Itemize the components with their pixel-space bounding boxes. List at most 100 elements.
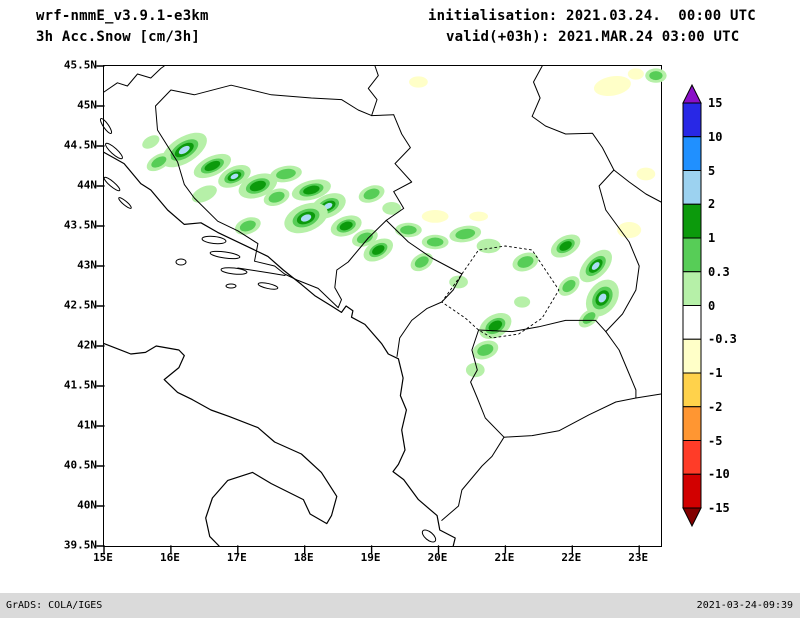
- init-time-label: initialisation: 2021.03.24. 00:00 UTC: [428, 8, 756, 24]
- snow-patch: [249, 180, 266, 192]
- snow-patch: [421, 210, 449, 223]
- snow-patch: [465, 362, 485, 378]
- balkans-map: [96, 65, 667, 554]
- snow-patch: [230, 173, 239, 180]
- snow-patch: [514, 296, 531, 308]
- border-croatia-serbia-danube: [367, 65, 379, 117]
- axis-tick-marks: [96, 65, 640, 554]
- border-macedonia-albania: [470, 329, 505, 438]
- colorbar-label: -2: [708, 399, 723, 414]
- snow-patch: [598, 293, 607, 303]
- lat-tick-label: 43N: [77, 258, 97, 272]
- map-plot-area: [96, 65, 667, 554]
- colorbar-label: 0.3: [708, 264, 730, 279]
- snow-patch: [477, 344, 494, 356]
- colorbar-segment: [682, 305, 702, 340]
- colorbar-label: -10: [708, 467, 730, 482]
- snow-patch: [300, 214, 312, 222]
- lat-tick-label: 41N: [77, 418, 97, 432]
- colorbar-label: 0: [708, 298, 716, 313]
- lat-tick-label: 42.5N: [63, 298, 97, 312]
- colorbar-segment: [682, 406, 702, 441]
- lat-tick-label: 45N: [77, 98, 97, 112]
- snow-accumulation-layer: [142, 68, 667, 378]
- border-kosovo: [441, 245, 560, 339]
- product-title: 3h Acc.Snow [cm/3h]: [36, 29, 200, 45]
- valid-time-label: valid(+03h): 2021.MAR.24 03:00 UTC: [446, 29, 740, 45]
- colorbar-segment: [682, 237, 702, 273]
- snow-patch: [469, 211, 489, 222]
- snow-patch: [455, 228, 476, 240]
- snow-patch: [488, 320, 503, 332]
- colorbar-segment: [682, 338, 702, 374]
- colorbar-end-cap: [682, 83, 702, 104]
- lon-tick-label: 17E: [226, 551, 247, 564]
- colorbar-segment: [682, 136, 702, 171]
- lat-tick-label: 44N: [77, 178, 97, 192]
- lon-tick-label: 20E: [427, 551, 448, 564]
- border-slovenia-croatia: [103, 65, 165, 93]
- snow-patch: [191, 185, 217, 203]
- colorbar-segment: [682, 203, 702, 239]
- lat-tick-label: 45.5N: [63, 58, 97, 72]
- snow-patch: [562, 279, 576, 293]
- snow-patch: [178, 145, 190, 155]
- coastline-italy: [103, 343, 338, 547]
- border-greece-macedonia: [503, 393, 662, 438]
- snow-patch: [414, 256, 429, 268]
- border-serbia-romania-danube: [531, 65, 615, 171]
- snow-patch: [339, 221, 353, 231]
- snow-patch: [372, 245, 385, 255]
- colorbar-label: -0.3: [708, 332, 737, 347]
- snow-patch: [559, 241, 572, 251]
- lat-tick-label: 39.5N: [63, 538, 97, 552]
- snow-patch: [363, 188, 380, 200]
- colorbar-segment: [682, 372, 702, 408]
- border-bosnia-serbia-drina: [385, 114, 413, 221]
- colorbar-end-cap: [682, 507, 702, 528]
- lon-tick-label: 22E: [561, 551, 582, 564]
- colorbar-label: -15: [708, 501, 730, 515]
- colorbar-segment: [682, 440, 702, 475]
- lon-tick-label: 15E: [93, 551, 113, 564]
- snow-patch: [239, 220, 256, 232]
- colorbar-segment: [682, 271, 702, 306]
- snow-patch: [142, 135, 160, 149]
- snow-patch: [476, 238, 501, 254]
- snow-patch: [409, 76, 428, 88]
- colorbar-segment: [682, 473, 702, 509]
- border-croatia-bosnia: [155, 84, 395, 309]
- border-serbia-montenegro-albania: [385, 219, 463, 357]
- colorbar: [682, 83, 702, 528]
- colorbar-segment: [682, 102, 702, 138]
- lon-tick-label: 18E: [293, 551, 314, 564]
- snow-patch: [517, 256, 534, 268]
- snow-patch: [276, 168, 296, 180]
- snow-patch: [426, 237, 444, 247]
- lat-tick-label: 42N: [77, 338, 97, 352]
- border-albania-greece: [441, 436, 505, 521]
- colorbar-label: -5: [708, 433, 723, 448]
- snow-patch: [400, 225, 417, 235]
- grads-credit: GrADS: COLA/IGES: [6, 600, 103, 611]
- colorbar-label: -1: [708, 366, 723, 380]
- adriatic-islands: [99, 117, 437, 543]
- lon-tick-label: 23E: [628, 551, 649, 564]
- snow-patch: [204, 160, 221, 172]
- colorbar-label: 5: [708, 163, 716, 178]
- snow-patch: [382, 202, 402, 215]
- lat-tick-label: 40.5N: [63, 458, 97, 472]
- lon-tick-label: 19E: [360, 551, 381, 564]
- snow-patch: [151, 156, 167, 168]
- creation-timestamp: 2021-03-24-09:39: [696, 600, 793, 611]
- colorbar-label: 10: [708, 129, 723, 144]
- snow-patch: [591, 262, 600, 270]
- snow-patch: [449, 275, 468, 289]
- colorbar-segment: [682, 170, 702, 205]
- lon-tick-label: 16E: [159, 551, 180, 564]
- colorbar-label: 2: [708, 197, 716, 212]
- status-bar: GrADS: COLA/IGES 2021-03-24-09:39: [0, 593, 800, 618]
- lon-tick-label: 21E: [494, 551, 515, 564]
- border-bosnia-montenegro: [334, 219, 387, 309]
